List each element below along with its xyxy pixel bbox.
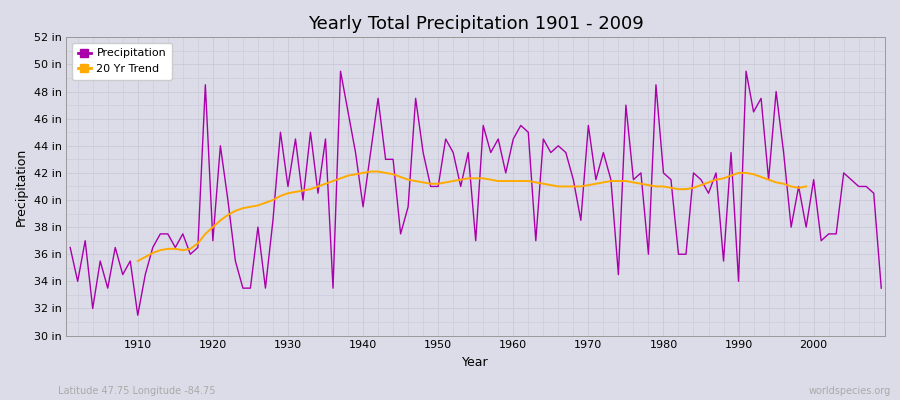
Y-axis label: Precipitation: Precipitation <box>15 147 28 226</box>
Title: Yearly Total Precipitation 1901 - 2009: Yearly Total Precipitation 1901 - 2009 <box>308 15 644 33</box>
Text: Latitude 47.75 Longitude -84.75: Latitude 47.75 Longitude -84.75 <box>58 386 216 396</box>
Legend: Precipitation, 20 Yr Trend: Precipitation, 20 Yr Trend <box>72 43 172 80</box>
Text: worldspecies.org: worldspecies.org <box>809 386 891 396</box>
X-axis label: Year: Year <box>463 356 489 369</box>
